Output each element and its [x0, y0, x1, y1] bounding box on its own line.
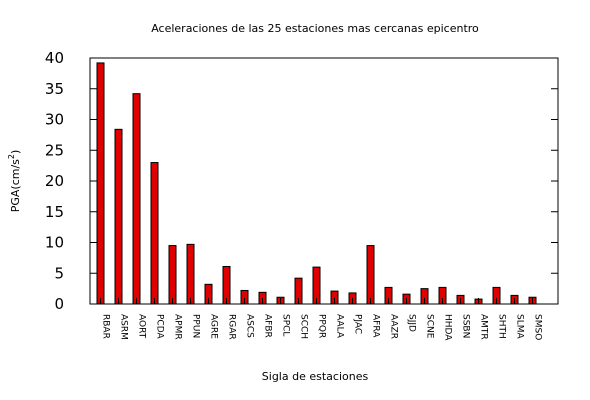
x-tick-label: SCCH	[299, 314, 309, 339]
x-tick-label: SSBN	[461, 314, 471, 338]
y-tick-label: 40	[45, 49, 64, 67]
x-tick-label: SJJD	[407, 314, 417, 332]
chart-title: Aceleraciones de las 25 estaciones mas c…	[151, 22, 479, 35]
bar-aort	[132, 93, 141, 305]
x-tick-label: RGAR	[227, 314, 237, 340]
y-axis-label-main: PGA(cm/s	[9, 159, 22, 212]
x-tick-label: SPCL	[281, 314, 291, 336]
bar-apmr	[168, 245, 177, 305]
x-tick-label: AFBR	[263, 314, 273, 338]
x-tick-label: AORT	[137, 314, 147, 339]
y-axis-label-exponent: 2	[7, 154, 16, 159]
x-tick-label: PPUN	[191, 314, 201, 338]
bars	[96, 62, 537, 305]
y-tick-label: 10	[45, 234, 64, 252]
x-tick-label: SCNE	[425, 314, 435, 339]
x-tick-label: AALA	[335, 314, 345, 339]
y-axis-label: PGA(cm/s2)	[7, 150, 22, 213]
x-tick-label: ASRM	[119, 314, 129, 340]
x-tick-label: SLMA	[515, 314, 525, 339]
y-tick-label: 35	[45, 80, 64, 98]
y-tick-label: 0	[54, 295, 64, 313]
x-tick-label: AGRE	[209, 314, 219, 339]
y-tick-label: 15	[45, 203, 64, 221]
x-axis-ticks: RBAR ASRM AORT PCDA APMR PPUN AGRE RGAR ASCS AFBR…	[100, 298, 543, 341]
bar-afra	[366, 245, 375, 305]
x-tick-label: APMR	[173, 314, 183, 340]
y-axis-ticks: 0 5 10 15 20 25 30 35 40	[45, 49, 558, 313]
plot-frame	[89, 57, 559, 305]
y-tick-label: 25	[45, 141, 64, 159]
bar-rbar	[96, 62, 105, 305]
x-tick-label: PPQR	[317, 314, 327, 338]
bar-asrm	[114, 128, 123, 305]
x-tick-label: SHTH	[497, 314, 507, 339]
x-tick-label: ASCS	[245, 314, 255, 338]
bar-pcda	[150, 162, 159, 305]
x-tick-label: HHDA	[443, 314, 453, 341]
x-tick-label: RBAR	[101, 314, 111, 339]
y-axis-label-suffix: )	[9, 150, 22, 154]
x-tick-label: AAZR	[389, 314, 399, 339]
y-tick-label: 5	[54, 264, 64, 282]
x-tick-label: PJAC	[353, 314, 363, 334]
bar-ppun	[186, 243, 195, 305]
x-axis-label: Sigla de estaciones	[262, 370, 369, 383]
x-tick-label: AMTR	[479, 314, 489, 340]
y-tick-label: 30	[45, 111, 64, 129]
x-tick-label: PCDA	[155, 314, 165, 339]
x-tick-label: SMSO	[533, 314, 543, 340]
y-tick-label: 20	[45, 172, 64, 190]
x-tick-label: AFRA	[371, 314, 381, 338]
